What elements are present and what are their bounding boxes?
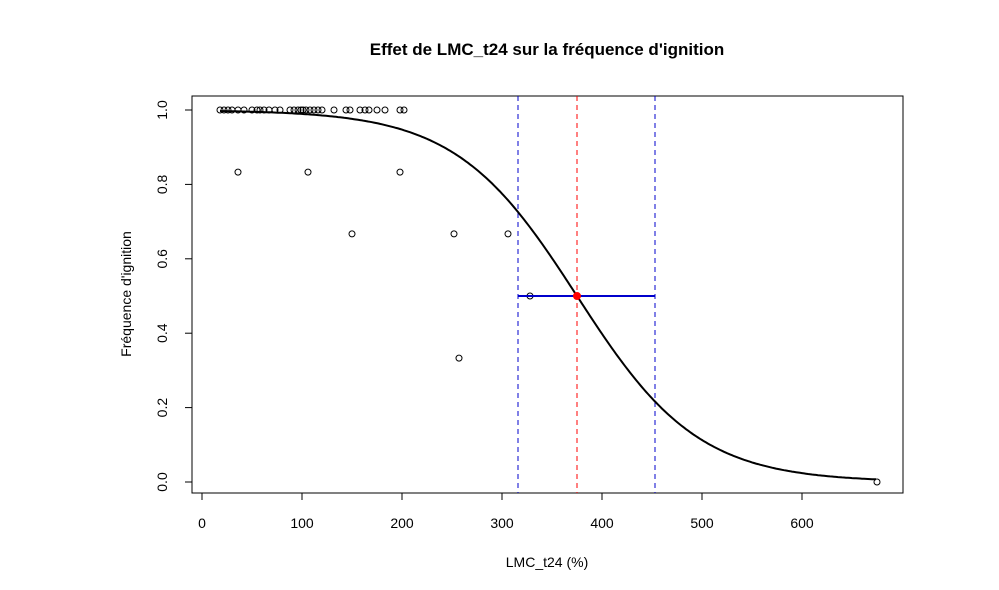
data-point (346, 106, 354, 114)
chart-title: Effet de LMC_t24 sur la fréquence d'igni… (370, 40, 724, 59)
data-point (396, 106, 404, 114)
x-axis: 0 100 200 300 400 500 600 (198, 492, 814, 531)
data-point (220, 106, 228, 114)
data-point (455, 354, 463, 362)
y-tick-label: 0.4 (154, 323, 170, 343)
data-point (294, 106, 302, 114)
data-point (276, 106, 284, 114)
data-point (450, 230, 458, 238)
data-point (396, 168, 404, 176)
data-point (381, 106, 389, 114)
data-point (290, 106, 298, 114)
x-axis-label: LMC_t24 (%) (506, 554, 588, 570)
threshold-markers (518, 292, 655, 300)
data-point (253, 106, 261, 114)
data-point (224, 106, 232, 114)
data-point (304, 168, 312, 176)
data-point (342, 106, 350, 114)
x-tick-label: 0 (198, 515, 206, 531)
data-point (330, 106, 338, 114)
x-tick-label: 600 (790, 515, 814, 531)
data-point (248, 106, 256, 114)
y-tick-label: 0.6 (154, 249, 170, 269)
x-tick-label: 100 (290, 515, 314, 531)
data-point (314, 106, 322, 114)
data-point (216, 106, 224, 114)
data-point (361, 106, 369, 114)
data-point (348, 230, 356, 238)
data-point (356, 106, 364, 114)
plot-frame (191, 95, 904, 494)
y-tick-label: 1.0 (154, 100, 170, 120)
fitted-curve-group (219, 110, 876, 481)
data-point (240, 106, 248, 114)
data-point (306, 106, 314, 114)
data-point (310, 106, 318, 114)
fitted-curve (219, 110, 876, 481)
data-point (302, 106, 310, 114)
y-axis-label: Fréquence d'ignition (118, 231, 134, 357)
x-tick-label: 500 (690, 515, 714, 531)
threshold-point (573, 292, 581, 300)
confidence-interval-lines (517, 96, 656, 493)
data-point (260, 106, 268, 114)
data-point (400, 106, 408, 114)
data-point (256, 106, 264, 114)
data-point (318, 106, 326, 114)
data-point (286, 106, 294, 114)
data-point (373, 106, 381, 114)
x-tick-label: 400 (590, 515, 614, 531)
y-axis: 0.0 0.2 0.4 0.6 0.8 1.0 (154, 100, 193, 492)
data-point (234, 168, 242, 176)
data-point (504, 230, 512, 238)
y-tick-label: 0.0 (154, 472, 170, 492)
data-point (271, 106, 279, 114)
y-tick-label: 0.8 (154, 174, 170, 194)
y-tick-label: 0.2 (154, 398, 170, 418)
data-point (297, 106, 305, 114)
data-point (873, 478, 881, 486)
x-tick-label: 300 (490, 515, 514, 531)
data-point (299, 106, 307, 114)
x-tick-label: 200 (390, 515, 414, 531)
data-point (365, 106, 373, 114)
